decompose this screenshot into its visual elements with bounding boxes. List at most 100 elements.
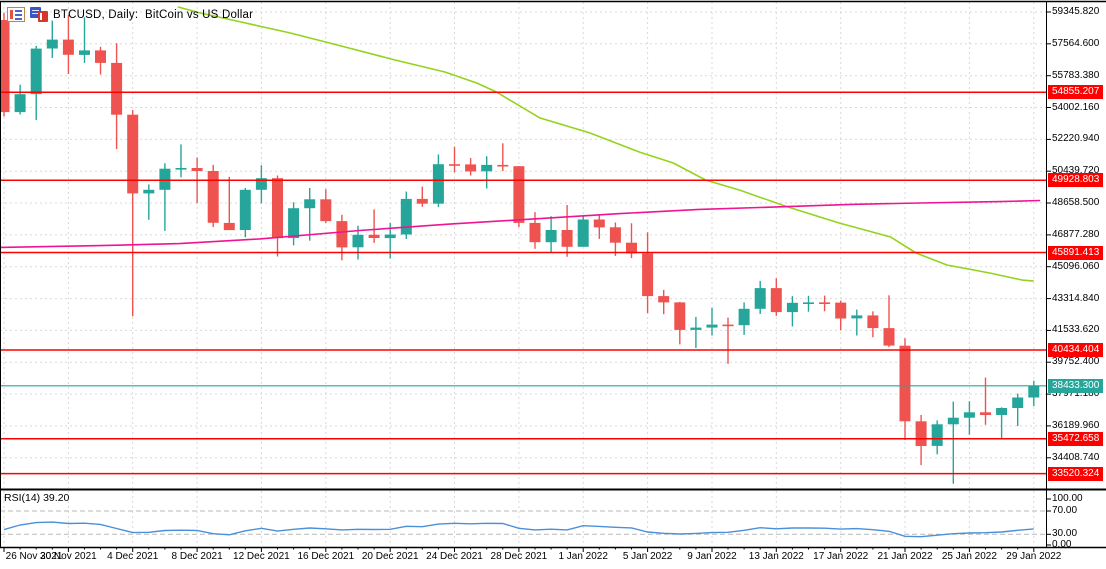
date-axis-label[interactable]: 20 Dec 2021 [361, 551, 419, 562]
date-axis-label[interactable]: 24 Dec 2021 [426, 551, 483, 562]
level-price-badge: 40434.404 [1048, 343, 1104, 357]
price-axis-label[interactable]: 52220.940 [1052, 133, 1100, 145]
candle-body [996, 408, 1008, 415]
candle-body [191, 168, 203, 171]
price-axis-label[interactable]: 57564.600 [1052, 37, 1100, 49]
candle-body [626, 242, 637, 254]
candle-body [384, 234, 396, 239]
date-axis-label[interactable]: 9 Jan 2022 [687, 551, 737, 562]
price-axis-label[interactable]: 43314.840 [1052, 292, 1100, 304]
level-price-badge: 54855.207 [1048, 85, 1104, 100]
current-price-badge: 38433.300 [1048, 378, 1104, 393]
candle-body [851, 315, 863, 319]
date-axis-label[interactable]: 28 Dec 2021 [490, 551, 548, 562]
price-axis-label[interactable]: 46877.280 [1052, 228, 1100, 240]
candle-body [1012, 397, 1024, 408]
rsi-axis-label[interactable]: 30.00 [1052, 528, 1078, 540]
candle-body [819, 302, 831, 304]
candle-body [159, 168, 171, 190]
watchlist-icon[interactable] [7, 7, 25, 22]
level-price-badge: 35472.658 [1048, 431, 1104, 446]
candle-body [835, 302, 847, 319]
date-axis-label[interactable]: 16 Dec 2021 [297, 551, 355, 562]
ma-magenta-mid [0, 199, 1041, 249]
candle-body [1028, 385, 1040, 398]
candle-body [770, 288, 782, 313]
candle-body [609, 227, 621, 243]
candle-body [529, 222, 541, 243]
price-axis-label[interactable]: 39752.400 [1052, 356, 1100, 368]
candle-body [497, 164, 509, 167]
price-axis-label[interactable]: 41533.620 [1052, 324, 1100, 336]
candle-body [690, 327, 702, 330]
date-axis-label[interactable]: 12 Dec 2021 [233, 551, 290, 562]
candle-body [593, 219, 605, 228]
price-axis-label[interactable]: 54002.160 [1052, 101, 1100, 113]
candle-body [79, 50, 90, 55]
candle-body [674, 302, 686, 330]
candle-body [577, 219, 589, 247]
price-axis-label[interactable]: 37971.180 [1052, 388, 1100, 400]
candle-body [465, 164, 477, 172]
date-axis-label[interactable]: 5 Jan 2022 [622, 551, 673, 562]
date-axis-label[interactable]: 26 Nov 2021 [5, 551, 63, 562]
candle-body [95, 50, 106, 63]
rsi-axis-label[interactable]: 100.00 [1052, 493, 1083, 504]
date-axis-label[interactable]: 29 Jan 2022 [1006, 551, 1062, 562]
candle-body [899, 345, 911, 422]
date-axis-label[interactable]: 1 Jan 2022 [558, 551, 608, 562]
candle-body [223, 222, 235, 231]
candle-body [304, 199, 316, 209]
candle-body [352, 234, 364, 248]
candle-body [255, 178, 267, 190]
price-axis-label[interactable]: 59345.820 [1052, 6, 1100, 17]
price-axis-label[interactable]: 48658.500 [1052, 197, 1100, 208]
candle-body [931, 424, 943, 446]
candle-body [143, 189, 155, 194]
candle-body [915, 421, 927, 446]
date-axis-label[interactable]: 25 Jan 2022 [941, 551, 997, 562]
level-price-badge: 33520.324 [1048, 466, 1104, 481]
candle-body [561, 230, 573, 247]
candle-body [867, 315, 879, 329]
date-axis-label[interactable]: 13 Jan 2022 [748, 551, 804, 562]
price-axis-label[interactable]: 50439.720 [1052, 165, 1100, 177]
bar-chart-icon[interactable] [30, 7, 48, 22]
candle-body [320, 199, 332, 222]
date-axis-label[interactable]: 30 Nov 2021 [40, 551, 97, 562]
level-price-badge: 49928.803 [1048, 173, 1104, 188]
candle-body [416, 198, 428, 204]
rsi-axis-label[interactable]: 70.00 [1052, 505, 1078, 516]
price-axis-label[interactable]: 55783.380 [1052, 69, 1100, 81]
candle-body [980, 412, 991, 415]
candle-body [46, 39, 58, 49]
price-axis-label[interactable]: 36189.960 [1052, 419, 1100, 431]
rsi-axis-label[interactable]: 0.00 [1052, 539, 1072, 550]
chart-title: BTCUSD, Daily: BitCoin vs US Dollar [53, 8, 254, 21]
level-price-badge: 45891.413 [1048, 245, 1104, 260]
candle-body [207, 171, 219, 223]
date-axis-label[interactable]: 17 Jan 2022 [813, 551, 869, 562]
price-axis-label[interactable]: 45096.060 [1052, 260, 1100, 272]
candle-body [513, 166, 525, 223]
candle-body [947, 417, 959, 425]
date-axis-label[interactable]: 8 Dec 2021 [171, 551, 223, 562]
candle-body [722, 324, 734, 327]
candles-group [0, 12, 1040, 484]
candle-body [400, 198, 412, 235]
candle-body [272, 178, 283, 239]
candle-body [336, 221, 348, 248]
date-axis-label[interactable]: 4 Dec 2021 [107, 551, 159, 562]
candle-body [449, 164, 460, 166]
candle-body [738, 308, 750, 326]
rsi-indicator-label: RSI(14) 39.20 [4, 492, 70, 504]
candle-body [545, 230, 557, 243]
candle-body [62, 39, 74, 55]
candle-body [754, 288, 766, 309]
candle-body [127, 114, 139, 194]
price-axis-label[interactable]: 34408.740 [1052, 451, 1100, 463]
date-axis-label[interactable]: 21 Jan 2022 [877, 551, 933, 562]
rsi-line [3, 521, 1034, 538]
candle-body [786, 302, 798, 313]
